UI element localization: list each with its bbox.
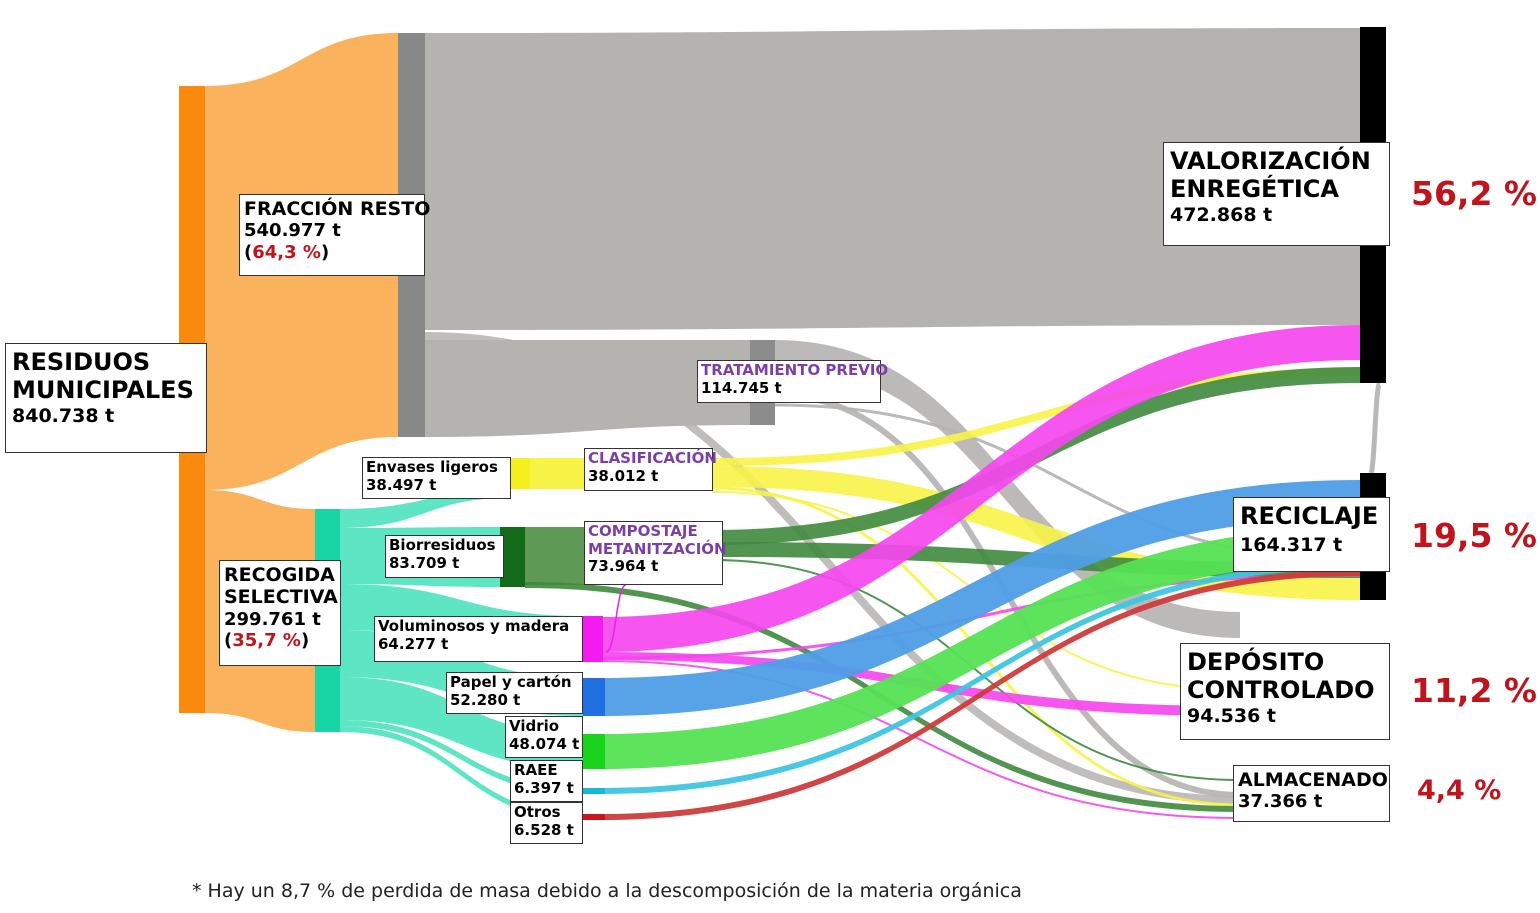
label-otros: Otros 6.528 t <box>510 802 583 844</box>
link-selectiva-otros <box>340 726 583 820</box>
biorresiduos-name: Biorresiduos <box>389 536 496 554</box>
label-compostaje: COMPOSTAJE METANITZACIÓN 73.964 t <box>584 521 727 585</box>
link-clasificacion-valorizacion <box>712 368 1360 466</box>
link-otros-reciclaje <box>600 570 1360 820</box>
link-compostaje-deposito <box>711 559 1241 781</box>
node-bar-papel <box>583 678 605 716</box>
label-raee: RAEE 6.397 t <box>510 760 583 802</box>
node-bar-raee <box>583 788 605 794</box>
reciclaje-name: RECICLAJE <box>1240 502 1379 530</box>
biorresiduos-value: 83.709 t <box>389 553 460 572</box>
deposito-value: 94.536 t <box>1187 704 1277 727</box>
reciclaje-value: 164.317 t <box>1240 534 1343 557</box>
otros-name: Otros <box>514 803 561 821</box>
envases-name: Envases ligeros <box>366 458 498 476</box>
deposito-percentage: 11,2 % <box>1411 671 1537 710</box>
link-biorresiduos-compostaje <box>525 527 584 585</box>
almacenado-name: ALMACENADO <box>1238 769 1388 791</box>
tratamiento-name: TRATAMIENTO PREVIO <box>701 361 889 379</box>
reciclaje-percentage: 19,5 % <box>1411 516 1537 555</box>
compostaje-name-line1: COMPOSTAJE <box>588 522 698 540</box>
node-bar-envases <box>510 458 530 489</box>
label-papel-carton: Papel y cartón 52.280 t <box>446 672 583 714</box>
recogida-value: 299.761 t <box>224 608 321 630</box>
deposito-name-line2: CONTROLADO <box>1187 676 1375 705</box>
node-bar-biorresiduos <box>500 527 525 587</box>
node-bar-vidrio <box>583 734 605 769</box>
fraccion-resto-share: (64,3 %) <box>244 241 330 263</box>
vidrio-value: 48.074 t <box>509 734 580 753</box>
link-valorizacion-reciclaje <box>1367 380 1383 478</box>
link-selectiva-raee <box>340 720 583 794</box>
recogida-name-line1: RECOGIDA <box>224 564 335 586</box>
recogida-share-value: 35,7 % <box>232 630 301 652</box>
label-envases-ligeros: Envases ligeros 38.497 t <box>362 457 511 499</box>
label-biorresiduos: Biorresiduos 83.709 t <box>385 535 504 578</box>
link-voluminosos-valorizacion <box>600 325 1360 652</box>
valorizacion-name-line1: VALORIZACIÓN <box>1170 147 1371 175</box>
label-deposito-controlado: DEPÓSITO CONTROLADO 94.536 t <box>1180 643 1390 740</box>
link-raee-reciclaje <box>600 563 1360 794</box>
voluminosos-name: Voluminosos y madera <box>378 617 570 635</box>
link-resto-valorizacion <box>425 28 1360 330</box>
envases-value: 38.497 t <box>366 475 437 494</box>
link-selectiva-envases <box>340 490 510 528</box>
label-valorizacion-energetica: VALORIZACIÓN ENREGÉTICA 472.868 t <box>1163 142 1390 246</box>
link-resto-almacenado <box>424 332 1241 804</box>
label-almacenado: ALMACENADO 37.366 t <box>1233 765 1390 822</box>
fraccion-resto-share-value: 64,3 % <box>252 241 321 263</box>
node-bar-voluminosos <box>583 616 603 662</box>
compostaje-name-line2: METANITZACIÓN <box>588 539 727 558</box>
label-reciclaje: RECICLAJE 164.317 t <box>1233 497 1390 572</box>
valorizacion-percentage: 56,2 % <box>1411 174 1537 213</box>
raee-value: 6.397 t <box>514 778 574 797</box>
fraccion-resto-value: 540.977 t <box>244 220 341 242</box>
label-fraccion-resto: FRACCIÓN RESTO 540.977 t (64,3 %) <box>239 194 431 276</box>
papel-name: Papel y cartón <box>450 673 572 691</box>
almacenado-value: 37.366 t <box>1238 791 1323 813</box>
link-papel-reciclaje <box>600 480 1360 716</box>
valorizacion-name-line2: ENREGÉTICA <box>1170 175 1339 204</box>
papel-value: 52.280 t <box>450 690 521 709</box>
raee-name: RAEE <box>514 761 558 779</box>
label-tratamiento-previo: TRATAMIENTO PREVIO 114.745 t <box>697 360 889 403</box>
link-voluminosos-almacenado <box>599 660 1241 819</box>
deposito-name-line1: DEPÓSITO <box>1187 648 1325 676</box>
footnote: * Hay un 8,7 % de perdida de masa debido… <box>192 880 1022 902</box>
label-voluminosos: Voluminosos y madera 64.277 t <box>374 616 583 662</box>
label-clasificacion: CLASIFICACIÓN 38.012 t <box>584 448 717 491</box>
link-voluminosos-compostaje <box>605 584 627 653</box>
voluminosos-value: 64.277 t <box>378 634 449 653</box>
recogida-name-line2: SELECTIVA <box>224 586 338 609</box>
tratamiento-value: 114.745 t <box>701 378 782 397</box>
residuos-name-line2: MUNICIPALES <box>12 376 194 405</box>
label-vidrio: Vidrio 48.074 t <box>505 716 583 758</box>
vidrio-name: Vidrio <box>509 717 560 735</box>
node-bar-otros <box>583 814 605 820</box>
otros-value: 6.528 t <box>514 820 574 839</box>
residuos-name-line1: RESIDUOS <box>12 348 151 376</box>
fraccion-resto-name: FRACCIÓN RESTO <box>244 198 431 220</box>
clasificacion-name: CLASIFICACIÓN <box>588 449 717 467</box>
link-vidrio-reciclaje <box>600 528 1360 769</box>
link-tratamiento-deposito <box>775 340 1240 638</box>
label-residuos-municipales: RESIDUOS MUNICIPALES 840.738 t <box>5 343 207 453</box>
label-recogida-selectiva: RECOGIDA SELECTIVA 299.761 t (35,7 %) <box>219 560 341 666</box>
valorizacion-value: 472.868 t <box>1170 203 1273 226</box>
compostaje-value: 73.964 t <box>588 557 659 576</box>
clasificacion-value: 38.012 t <box>588 466 659 485</box>
almacenado-percentage: 4,4 % <box>1417 775 1502 806</box>
recogida-share: (35,7 %) <box>224 630 310 652</box>
residuos-value: 840.738 t <box>12 404 115 427</box>
